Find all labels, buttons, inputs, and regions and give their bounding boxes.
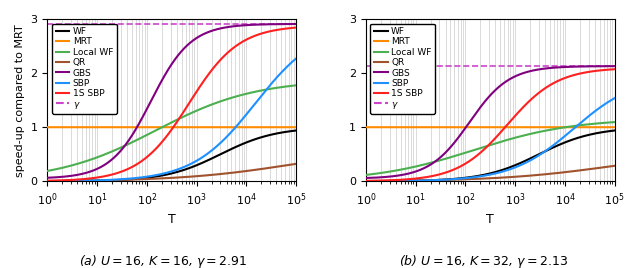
X-axis label: T: T	[168, 213, 176, 226]
X-axis label: T: T	[486, 213, 494, 226]
Text: (a) $U = 16$, $K = 16$, $\gamma = 2.91$: (a) $U = 16$, $K = 16$, $\gamma = 2.91$	[79, 253, 248, 268]
Legend: WF, MRT, Local WF, QR, GBS, SBP, 1S SBP, $\gamma$: WF, MRT, Local WF, QR, GBS, SBP, 1S SBP,…	[52, 24, 116, 114]
Y-axis label: speed-up compared to MRT: speed-up compared to MRT	[15, 24, 25, 177]
Legend: WF, MRT, Local WF, QR, GBS, SBP, 1S SBP, $\gamma$: WF, MRT, Local WF, QR, GBS, SBP, 1S SBP,…	[371, 24, 435, 114]
Text: (b) $U = 16$, $K = 32$, $\gamma = 2.13$: (b) $U = 16$, $K = 32$, $\gamma = 2.13$	[399, 253, 568, 268]
